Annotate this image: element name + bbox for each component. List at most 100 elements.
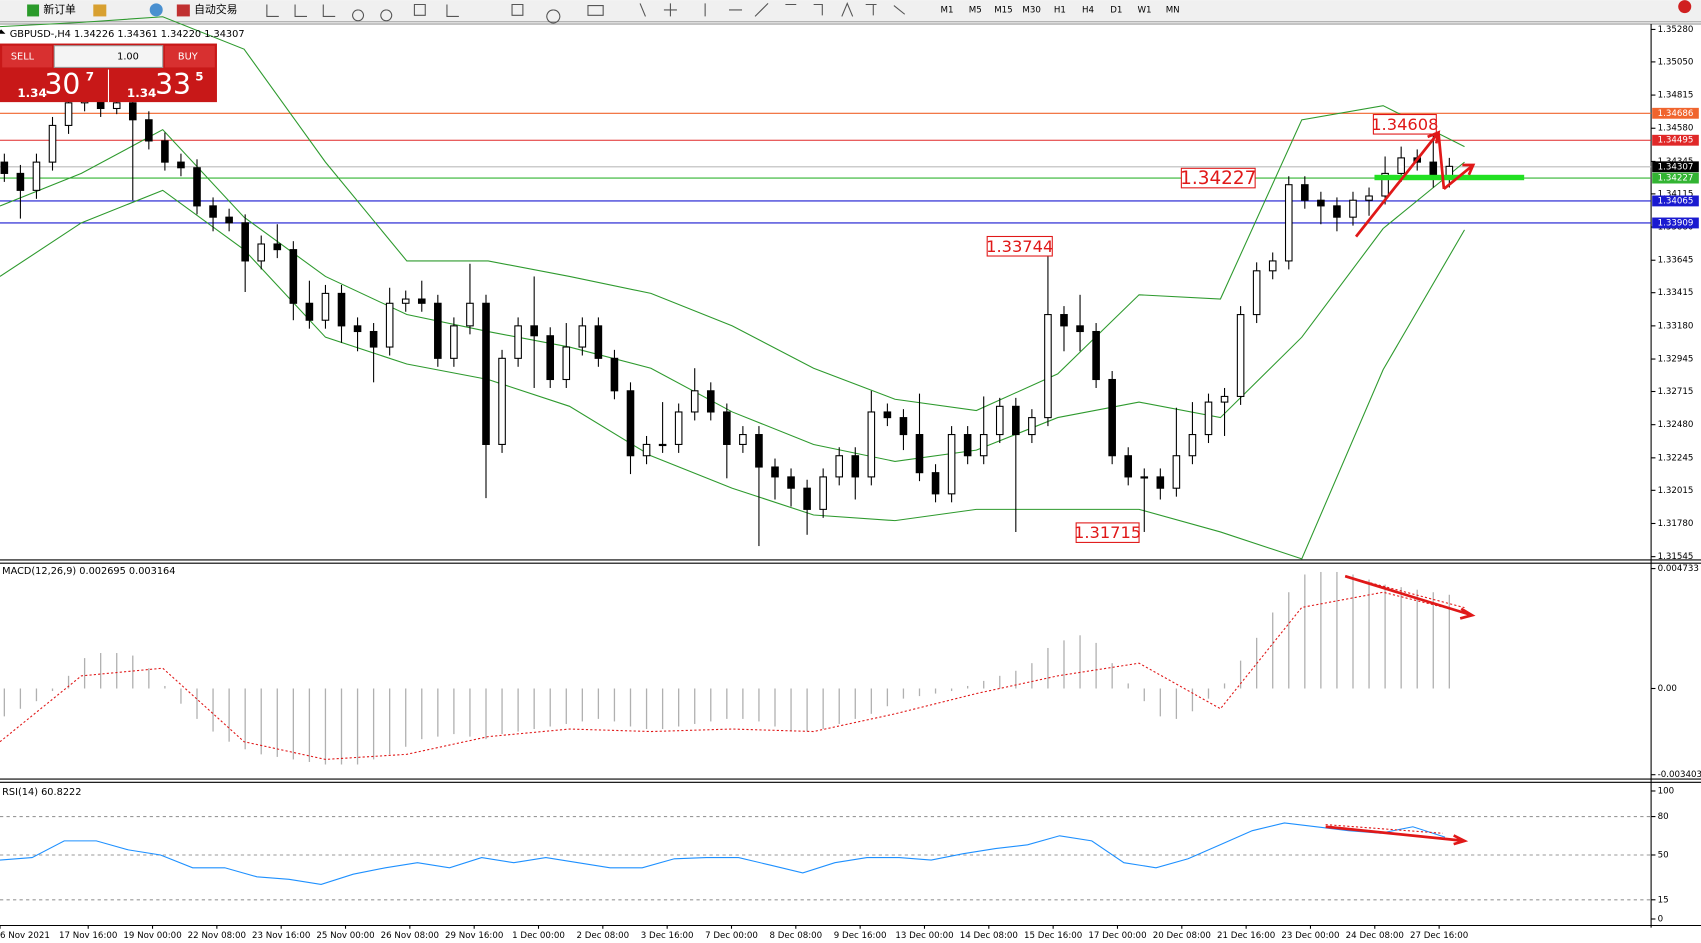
candle-body bbox=[771, 466, 779, 478]
x-tick-label: 15 Dec 16:00 bbox=[1024, 931, 1082, 941]
auto-trading-button[interactable]: 自动交易 bbox=[194, 2, 237, 16]
candle-body bbox=[674, 411, 683, 445]
candle-body bbox=[546, 335, 555, 381]
timeframe-button[interactable]: D1 bbox=[1110, 5, 1122, 15]
lot-input[interactable] bbox=[53, 45, 164, 68]
sell-label[interactable]: SELL bbox=[11, 52, 35, 63]
candle-body bbox=[851, 455, 860, 478]
candle-body bbox=[289, 249, 298, 304]
x-tick-label: 13 Dec 00:00 bbox=[895, 931, 953, 941]
candle-body bbox=[337, 292, 346, 327]
price-annotation: 1.33744 bbox=[986, 237, 1053, 256]
candle-body bbox=[225, 216, 233, 224]
auto-trading-icon[interactable] bbox=[176, 4, 190, 17]
candle-body bbox=[947, 434, 956, 495]
candle-body bbox=[1012, 405, 1020, 436]
sell-price-big[interactable]: 1.34 bbox=[17, 86, 46, 100]
candle-body bbox=[434, 302, 442, 359]
y-tick-label: 1.32715 bbox=[1658, 387, 1694, 397]
new-order-button[interactable]: 新订单 bbox=[43, 2, 76, 16]
new-order-icon[interactable] bbox=[27, 4, 40, 17]
sell-price-fraction[interactable]: 7 bbox=[86, 70, 94, 84]
x-tick-label: 9 Dec 16:00 bbox=[834, 931, 887, 941]
candle-body bbox=[594, 325, 603, 359]
x-tick-label: 20 Dec 08:00 bbox=[1153, 931, 1211, 941]
candle-body bbox=[1188, 434, 1197, 457]
price-annotation: 1.31715 bbox=[1074, 523, 1141, 542]
y-tick-label: 100 bbox=[1658, 786, 1675, 796]
timeframe-button[interactable]: H4 bbox=[1082, 5, 1095, 15]
x-tick-label: 24 Dec 08:00 bbox=[1346, 931, 1404, 941]
candle-body bbox=[0, 161, 9, 174]
candle-body bbox=[1060, 314, 1068, 327]
candle-body bbox=[1172, 455, 1181, 489]
candle-body bbox=[867, 411, 876, 478]
sell-price-pips[interactable]: 30 bbox=[44, 68, 80, 101]
timeframe-button[interactable]: M1 bbox=[941, 5, 954, 15]
buy-label[interactable]: BUY bbox=[178, 52, 198, 63]
candle-body bbox=[369, 330, 378, 348]
y-tick-label: 1.31780 bbox=[1658, 519, 1694, 529]
candle-body bbox=[1028, 417, 1036, 436]
y-tick-label: 1.33415 bbox=[1658, 288, 1694, 298]
price-annotation: 1.34608 bbox=[1371, 115, 1438, 134]
sell-button[interactable] bbox=[2, 45, 53, 68]
timeframe-button[interactable]: M30 bbox=[1022, 5, 1040, 15]
candle-body bbox=[450, 325, 458, 359]
y-tick-label: 50 bbox=[1658, 850, 1669, 860]
timeframe-button[interactable]: MN bbox=[1166, 5, 1180, 15]
candle-body bbox=[1092, 330, 1100, 381]
candle-body bbox=[112, 102, 121, 110]
lot-value[interactable]: 1.00 bbox=[117, 52, 139, 63]
y-tick-label: 1.33645 bbox=[1658, 256, 1694, 266]
timeframe-button[interactable]: M5 bbox=[969, 5, 982, 15]
buy-price-pips[interactable]: 33 bbox=[155, 68, 191, 101]
candle-body bbox=[321, 292, 330, 321]
y-tick-label: 0.00 bbox=[1658, 684, 1677, 694]
symbol-header: GBPUSD-,H4 1.34226 1.34361 1.34220 1.343… bbox=[10, 29, 245, 40]
candle-body bbox=[401, 298, 410, 304]
bollinger-middle bbox=[0, 128, 1465, 462]
toolbar-icons bbox=[266, 1, 906, 24]
candle-body bbox=[193, 167, 201, 207]
candle-body bbox=[1140, 476, 1149, 479]
x-tick-label: 27 Dec 16:00 bbox=[1410, 931, 1468, 941]
y-tick-label: 1.35280 bbox=[1658, 25, 1694, 35]
price-tag-label: 1.34307 bbox=[1658, 162, 1694, 172]
trend-line bbox=[1325, 575, 1465, 834]
candle-body bbox=[642, 443, 651, 457]
tool-icon[interactable] bbox=[93, 4, 107, 17]
price-tag bbox=[1652, 172, 1699, 184]
buy-price-fraction[interactable]: 5 bbox=[195, 70, 203, 84]
candle-body bbox=[1397, 157, 1405, 174]
candle-body bbox=[578, 325, 587, 348]
x-tick-label: 6 Nov 2021 bbox=[0, 931, 50, 941]
candle-body bbox=[145, 119, 153, 142]
candle-body bbox=[723, 411, 731, 445]
candle-body bbox=[1108, 378, 1116, 457]
candle-body bbox=[48, 124, 57, 163]
y-tick-label: 1.32015 bbox=[1658, 486, 1694, 496]
x-tick-label: 19 Nov 00:00 bbox=[123, 931, 181, 941]
candle-body bbox=[610, 357, 619, 392]
timeframe-button[interactable]: M15 bbox=[994, 5, 1012, 15]
y-tick-label: 0 bbox=[1658, 914, 1664, 924]
candle-body bbox=[562, 346, 571, 381]
x-tick-label: 1 Dec 00:00 bbox=[512, 931, 565, 941]
x-tick-label: 23 Dec 00:00 bbox=[1281, 931, 1339, 941]
tool-icon[interactable] bbox=[149, 3, 163, 17]
timeframe-button[interactable]: H1 bbox=[1054, 5, 1066, 15]
candle-body bbox=[1220, 395, 1229, 403]
candle-body bbox=[177, 161, 185, 169]
price-annotation-box bbox=[1075, 522, 1140, 543]
candle-body bbox=[273, 243, 282, 251]
buy-button[interactable] bbox=[164, 45, 215, 68]
candle-body bbox=[1076, 325, 1084, 333]
candle-body bbox=[963, 434, 972, 457]
timeframe-button[interactable]: W1 bbox=[1137, 5, 1151, 15]
buy-price-big[interactable]: 1.34 bbox=[127, 86, 156, 100]
y-tick-label: 1.34580 bbox=[1658, 124, 1694, 134]
y-tick-label: 0.004733 bbox=[1658, 564, 1699, 574]
alert-badge[interactable] bbox=[1678, 0, 1692, 14]
x-tick-label: 25 Nov 00:00 bbox=[316, 931, 374, 941]
